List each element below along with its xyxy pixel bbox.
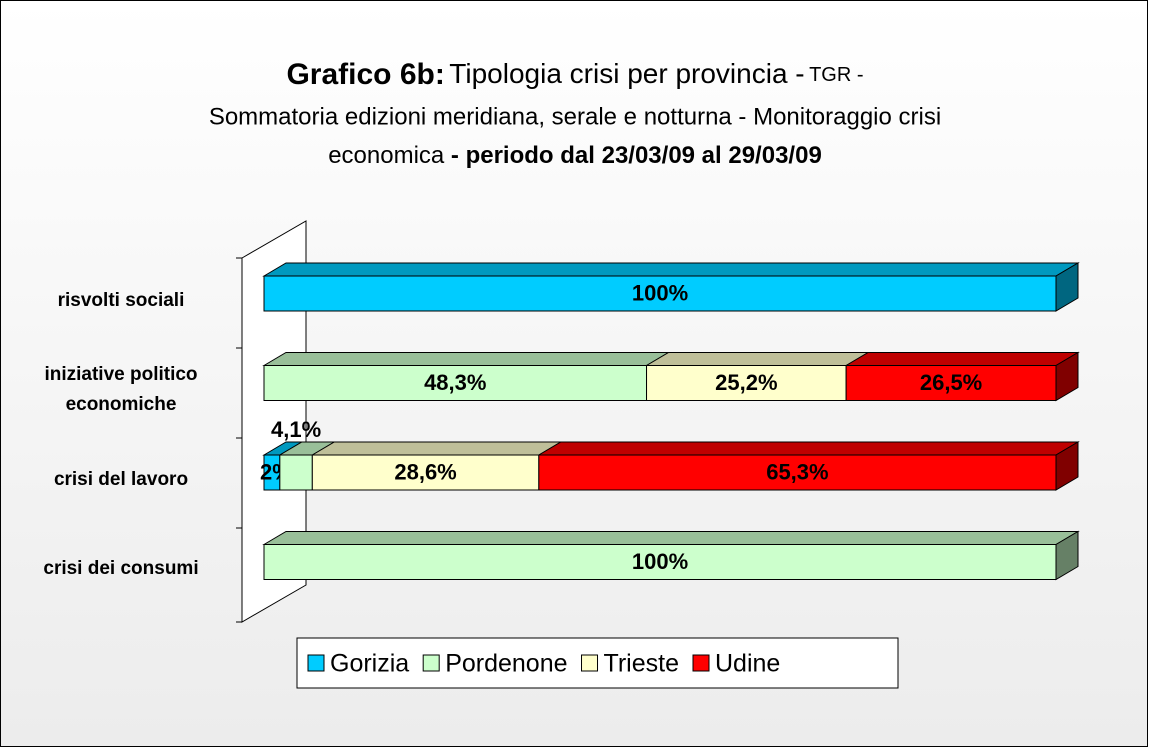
bar-top xyxy=(262,262,1080,277)
data-label: 100% xyxy=(632,280,688,305)
legend-swatch xyxy=(692,654,710,672)
category-label: crisi dei consumi xyxy=(43,558,199,579)
bar-top xyxy=(536,441,1080,456)
bar-segment xyxy=(279,454,313,491)
title-period: - periodo dal 23/03/09 al 29/03/09 xyxy=(451,142,822,169)
legend-label: Gorizia xyxy=(330,650,409,678)
title-line: economica - periodo dal 23/03/09 al 29/0… xyxy=(328,142,822,169)
data-label: 28,6% xyxy=(394,459,456,484)
bar-segment xyxy=(263,544,1057,580)
bar-segment xyxy=(311,454,540,491)
bar-side xyxy=(1055,530,1079,581)
bar-side xyxy=(1055,351,1079,402)
bar-top xyxy=(262,352,671,366)
title-lead: Grafico 6b: xyxy=(286,58,444,91)
chart-title: Grafico 6b: Tipologia crisi per provinci… xyxy=(286,58,863,91)
legend-label: Trieste xyxy=(604,650,679,678)
category-label: iniziative politico economiche xyxy=(44,364,198,415)
data-label: 65,3% xyxy=(766,459,828,484)
bar-side xyxy=(1055,262,1079,312)
bar-segment xyxy=(646,365,847,401)
data-label: 26,5% xyxy=(920,370,982,395)
data-label: 4,1% xyxy=(271,417,321,442)
legend-label: Udine xyxy=(715,650,780,678)
category-label: risvolti sociali xyxy=(57,289,185,311)
bar-segment xyxy=(845,365,1057,401)
bar-side xyxy=(1055,441,1079,491)
bar-top xyxy=(844,352,1080,366)
bar-segment xyxy=(263,365,648,401)
title-tag: TGR - xyxy=(809,64,863,86)
data-label: 48,3% xyxy=(424,370,486,395)
title-line: Sommatoria edizioni meridiana, serale e … xyxy=(209,103,941,130)
title-main: Tipologia crisi per provincia - xyxy=(449,58,804,89)
legend-label: Pordenone xyxy=(445,650,567,678)
side-wall xyxy=(241,220,307,623)
bar-top xyxy=(644,352,870,366)
data-label: 100% xyxy=(632,549,688,574)
title-line3: economica xyxy=(328,142,445,169)
data-label: 25,2% xyxy=(715,370,777,395)
category-label: crisi del lavoro xyxy=(53,468,189,490)
legend-swatch xyxy=(307,654,325,672)
bar-top xyxy=(310,441,563,456)
legend-swatch xyxy=(581,654,599,672)
legend-swatch xyxy=(422,654,440,672)
bar-top xyxy=(262,531,1080,545)
